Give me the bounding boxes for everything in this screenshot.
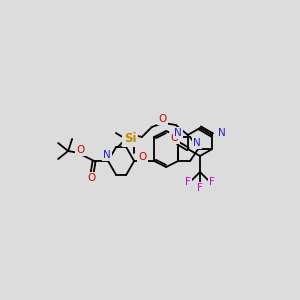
- Text: O: O: [87, 173, 95, 183]
- Text: F: F: [197, 183, 203, 193]
- Text: N: N: [218, 128, 226, 138]
- Text: O: O: [76, 145, 84, 155]
- Text: N: N: [193, 138, 201, 148]
- Text: O: O: [159, 114, 167, 124]
- Text: F: F: [209, 177, 215, 187]
- Text: Si: Si: [124, 133, 136, 146]
- Text: N: N: [103, 150, 111, 160]
- Text: N: N: [174, 128, 182, 138]
- Text: O: O: [171, 133, 179, 143]
- Text: O: O: [138, 152, 146, 162]
- Text: F: F: [185, 177, 191, 187]
